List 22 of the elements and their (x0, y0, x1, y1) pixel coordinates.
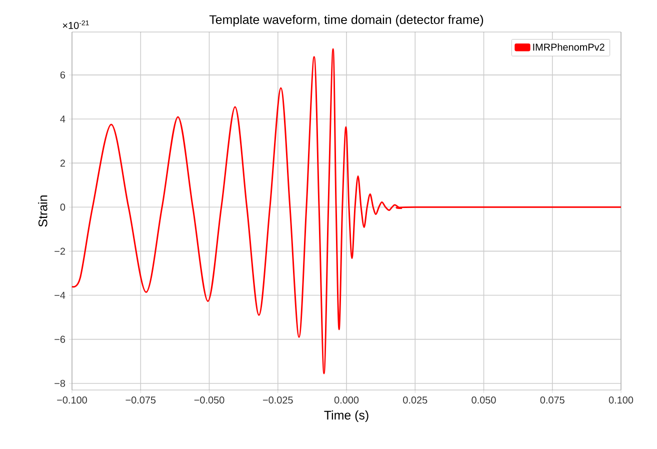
x-tick-label: −0.100 (57, 396, 87, 404)
text: ×10$^{-21}$ (62, 20, 89, 30)
x-tick-label: 0.075 (540, 396, 564, 404)
x-tick-label: 0.050 (472, 396, 496, 404)
x-tick-label: −0.075 (126, 396, 156, 404)
x-tick-label: −0.025 (262, 396, 293, 404)
x-tick-label: 0.000 (334, 396, 359, 404)
x-axis-title: Time (s) (324, 410, 368, 422)
y-tick-label: −6 (54, 336, 66, 343)
legend-label: IMRPhenomPv2 (533, 43, 604, 51)
y-tick-label: −2 (54, 248, 65, 255)
y-tick-label: −8 (54, 380, 66, 387)
x-tick-label: 0.100 (608, 396, 634, 404)
y-tick-label: 6 (60, 71, 66, 78)
chart-title: Template waveform, time domain (detector frame) (209, 14, 484, 26)
y-axis-title: Strain (38, 196, 48, 227)
y-tick-label: 2 (60, 160, 65, 167)
x-tick-label: 0.025 (403, 396, 428, 404)
x-tick-label: −0.050 (194, 396, 224, 404)
y-tick-label: −4 (54, 292, 66, 299)
y-tick-label: 4 (60, 116, 66, 122)
y-tick-label: 0 (60, 204, 66, 211)
